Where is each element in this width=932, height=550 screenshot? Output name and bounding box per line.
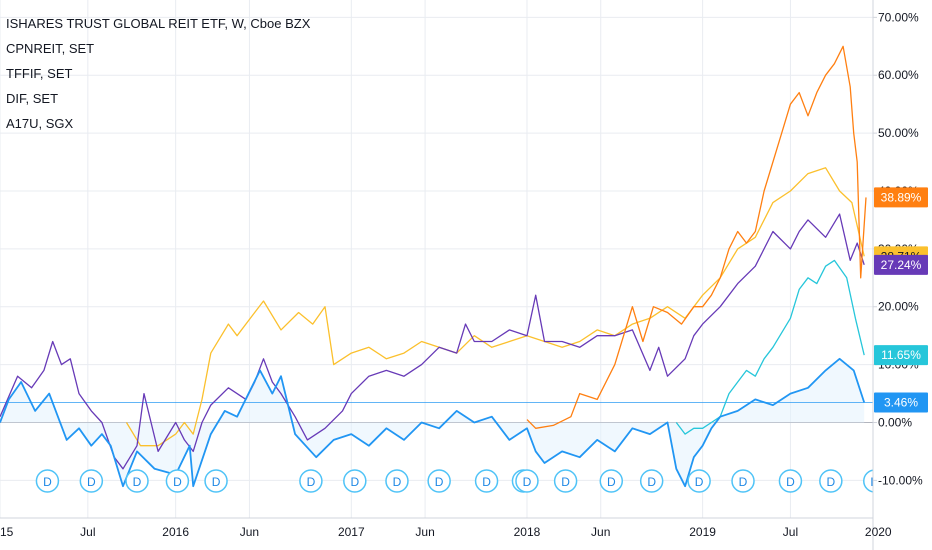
dividend-marker-circle xyxy=(553,469,578,493)
dividend-marker-circle xyxy=(165,469,190,493)
x-tick-label: Jun xyxy=(240,525,259,539)
series-line-1 xyxy=(526,45,867,429)
last-value-badge-bg xyxy=(874,254,928,275)
dividend-marker: D xyxy=(427,469,451,493)
dividend-marker-circle xyxy=(731,469,755,493)
dividend-marker: D xyxy=(515,469,539,493)
dividend-marker-label: D xyxy=(43,475,52,489)
dividend-marker-label: D xyxy=(647,475,656,489)
dividend-marker: D xyxy=(778,469,803,493)
y-tick-label: 60.00% xyxy=(878,68,919,82)
legend-item-cpnreit[interactable]: CPNREIT, SET xyxy=(6,41,95,56)
dividend-marker: D xyxy=(474,469,499,493)
x-tick-label: Jul xyxy=(80,525,95,539)
legend-item-tffif[interactable]: TFFIF, SET xyxy=(6,66,73,81)
x-tick-label: 2016 xyxy=(162,525,189,539)
x-tick-label: Jun xyxy=(591,525,610,539)
dividend-marker-circle xyxy=(639,469,664,493)
last-value-badge-label: 27.24% xyxy=(881,258,922,272)
dividend-marker-circle xyxy=(125,469,149,493)
dividend-marker: D xyxy=(553,469,578,493)
dividend-marker: D xyxy=(204,469,228,493)
dividend-marker: D xyxy=(165,469,190,493)
dividend-marker-circle xyxy=(343,469,367,493)
x-tick-label: 2015 xyxy=(0,525,14,539)
x-tick-label: 2018 xyxy=(514,525,541,539)
dividend-marker-label: D xyxy=(173,475,182,489)
series-line-2 xyxy=(125,167,865,447)
dividend-marker: D xyxy=(125,469,149,493)
dividend-marker-circle xyxy=(299,469,323,493)
legend-item-dif[interactable]: DIF, SET xyxy=(6,91,59,106)
last-value-badge-label: 38.89% xyxy=(881,190,922,204)
dividend-marker-circle xyxy=(204,469,228,493)
dividend-marker-circle xyxy=(687,469,711,493)
dividend-marker-label: D xyxy=(350,475,359,489)
dividend-marker: D xyxy=(79,469,104,493)
dividend-marker: D xyxy=(299,469,323,493)
dividend-marker: D xyxy=(687,469,711,493)
dividend-marker-label: D xyxy=(393,475,402,489)
dividend-marker-label: D xyxy=(561,475,570,489)
last-value-badge: 38.89% xyxy=(874,187,928,208)
dividend-marker-label: D xyxy=(87,475,96,489)
dividend-marker: D xyxy=(819,469,843,493)
y-tick-label: 0.00% xyxy=(878,416,912,430)
dividend-marker: D xyxy=(343,469,367,493)
legend-item-a17u[interactable]: A17U, SGX xyxy=(6,116,74,131)
dividend-marker: D xyxy=(385,469,409,493)
legend: ISHARES TRUST GLOBAL REIT ETF, W, Cboe B… xyxy=(6,14,310,139)
dividend-marker-label: D xyxy=(435,475,444,489)
dividend-marker-circle xyxy=(35,469,60,493)
price-axis xyxy=(873,0,932,550)
dividend-marker: D xyxy=(599,469,624,493)
dividend-marker-circle xyxy=(778,469,803,493)
dividend-marker-label: D xyxy=(607,475,616,489)
dividend-marker: D xyxy=(35,469,60,493)
dividend-marker-circle xyxy=(474,469,499,493)
last-value-badge-bg xyxy=(874,187,928,208)
x-tick-label: Jun xyxy=(415,525,434,539)
dividend-marker-label: D xyxy=(523,475,532,489)
dividend-marker-label: D xyxy=(827,475,836,489)
x-tick-label: 2017 xyxy=(338,525,365,539)
last-value-badge-bg xyxy=(874,345,928,366)
last-value-badge: 27.24% xyxy=(874,254,928,275)
dividend-marker-circle xyxy=(515,469,539,493)
last-value-badge-bg xyxy=(874,392,928,413)
main-series-area xyxy=(0,358,865,487)
dividend-marker-circle xyxy=(599,469,624,493)
y-tick-label: -10.00% xyxy=(878,473,923,487)
last-value-badge-label: 11.65% xyxy=(881,348,921,362)
dividend-marker: D xyxy=(731,469,755,493)
series-line-4 xyxy=(675,259,865,435)
last-value-badge: 3.46% xyxy=(874,392,928,413)
dividend-marker-circle xyxy=(819,469,843,493)
dividend-marker-circle xyxy=(427,469,451,493)
dividend-marker-label: D xyxy=(482,475,491,489)
y-tick-label: 70.00% xyxy=(878,10,919,24)
dividend-marker-label: D xyxy=(739,475,748,489)
last-value-badge-label: 3.46% xyxy=(884,395,918,409)
dividend-marker: D xyxy=(639,469,664,493)
dividend-marker-circle xyxy=(385,469,409,493)
dividend-marker-circle xyxy=(79,469,104,493)
series-line-3 xyxy=(0,213,865,470)
series-line-0 xyxy=(0,357,866,488)
dividend-marker-label: D xyxy=(695,475,704,489)
dividend-marker-label: D xyxy=(212,475,221,489)
y-tick-label: 50.00% xyxy=(878,126,919,140)
last-value-badge: 11.65% xyxy=(874,345,928,366)
y-tick-label: 20.00% xyxy=(878,300,919,314)
dividend-marker-label: D xyxy=(307,475,316,489)
x-tick-label: Jul xyxy=(783,525,798,539)
dividend-marker-label: D xyxy=(133,475,142,489)
x-tick-label: 2020 xyxy=(865,525,892,539)
x-tick-label: 2019 xyxy=(689,525,716,539)
dividend-marker-label: D xyxy=(786,475,795,489)
legend-title[interactable]: ISHARES TRUST GLOBAL REIT ETF, W, Cboe B… xyxy=(6,16,311,31)
